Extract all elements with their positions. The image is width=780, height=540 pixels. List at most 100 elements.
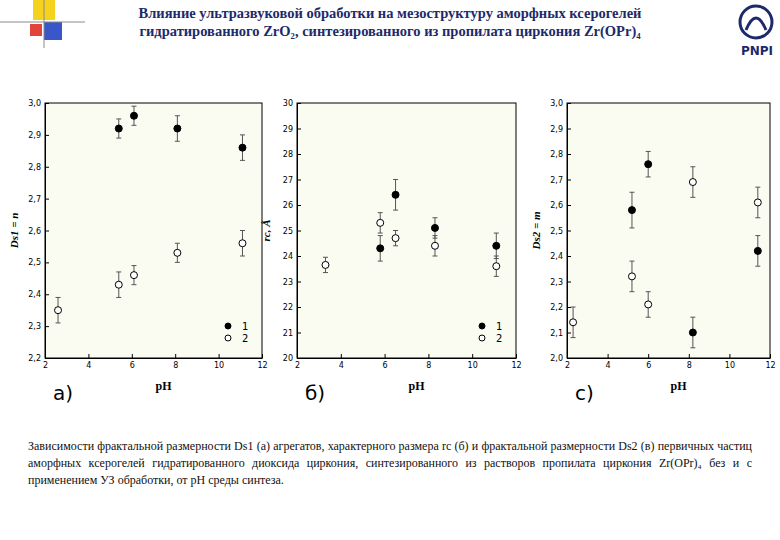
caption: Зависимости фрактальной размерности Ds1 … bbox=[28, 438, 752, 489]
tick-label: 30 bbox=[283, 99, 293, 108]
error-bar bbox=[131, 266, 136, 285]
logo-emblem bbox=[740, 6, 772, 38]
tick: 29 bbox=[283, 125, 301, 134]
point bbox=[130, 272, 137, 279]
error-bar bbox=[240, 135, 245, 161]
legend-marker bbox=[479, 335, 485, 341]
point bbox=[392, 191, 399, 198]
tick-mark bbox=[297, 231, 301, 232]
xticks-axis: 24681012 bbox=[43, 354, 268, 370]
tick-mark bbox=[567, 154, 571, 155]
error-bar bbox=[175, 243, 180, 262]
tick-label: 25 bbox=[283, 227, 293, 236]
tick: 8 bbox=[426, 354, 431, 370]
yticks-axis: 2,22,32,42,52,62,72,82,93,0 bbox=[28, 99, 49, 363]
tick-label: 28 bbox=[283, 150, 293, 159]
tick-label: 4 bbox=[339, 361, 344, 370]
plot-frame bbox=[567, 103, 770, 358]
tick-mark bbox=[648, 354, 649, 358]
tick-label: 2,1 bbox=[550, 329, 563, 338]
tick: 2,1 bbox=[550, 329, 571, 338]
tick-mark bbox=[567, 103, 571, 104]
tick: 3,0 bbox=[550, 99, 571, 108]
tick-label: 2,3 bbox=[28, 322, 41, 331]
tick-mark bbox=[567, 256, 571, 257]
decoration bbox=[0, 0, 85, 48]
error-bar bbox=[646, 151, 651, 177]
tick-label: 6 bbox=[383, 361, 388, 370]
tick: 2,2 bbox=[550, 303, 571, 312]
point bbox=[431, 242, 438, 249]
error-bar bbox=[175, 116, 180, 142]
tick-label: 26 bbox=[283, 201, 293, 210]
tick-label: 10 bbox=[725, 361, 735, 370]
tick: 2,7 bbox=[28, 195, 49, 204]
legend-marker bbox=[225, 335, 231, 341]
point bbox=[628, 207, 635, 214]
point bbox=[239, 240, 246, 247]
tick: 2,5 bbox=[550, 227, 571, 236]
title: Влияние ультразвуковой обработки на мезо… bbox=[80, 4, 700, 40]
deco-line bbox=[0, 22, 85, 23]
point bbox=[115, 125, 122, 132]
tick-label: 3,0 bbox=[550, 99, 563, 108]
point bbox=[431, 224, 438, 231]
tick: 26 bbox=[283, 201, 301, 210]
deco-square bbox=[30, 24, 42, 36]
tick-label: 4 bbox=[606, 361, 611, 370]
legend-marker bbox=[479, 323, 485, 329]
tick: 2,6 bbox=[28, 227, 49, 236]
point bbox=[645, 301, 652, 308]
error-bar bbox=[690, 167, 695, 198]
point bbox=[130, 112, 137, 119]
tick: 2,8 bbox=[28, 163, 49, 172]
point bbox=[689, 179, 696, 186]
tick-mark bbox=[262, 354, 263, 358]
tick-label: 12 bbox=[511, 361, 521, 370]
tick-mark bbox=[297, 307, 301, 308]
error-bar bbox=[629, 261, 634, 292]
tick-mark bbox=[45, 231, 49, 232]
point bbox=[689, 329, 696, 336]
tick: 2 bbox=[295, 354, 300, 370]
error-bar bbox=[56, 297, 61, 323]
xticks-axis: 24681012 bbox=[565, 354, 776, 370]
error-bar bbox=[240, 231, 245, 257]
tick-label: 23 bbox=[283, 278, 293, 287]
tick-mark bbox=[45, 103, 49, 104]
point bbox=[239, 144, 246, 151]
tick: 2,9 bbox=[28, 131, 49, 140]
point bbox=[174, 125, 181, 132]
tick-mark bbox=[45, 135, 49, 136]
error-bar bbox=[629, 192, 634, 228]
tick-label: 22 bbox=[283, 303, 293, 312]
tick-mark bbox=[297, 256, 301, 257]
tick-label: 2,7 bbox=[28, 195, 41, 204]
tick-label: 12 bbox=[765, 361, 775, 370]
tick-mark bbox=[472, 354, 473, 358]
tick-label: 4 bbox=[86, 361, 91, 370]
tick-label: 2,9 bbox=[550, 125, 563, 134]
point bbox=[570, 319, 577, 326]
tick-label: 2,0 bbox=[550, 354, 563, 363]
x-axis-title: pH bbox=[670, 379, 687, 393]
point bbox=[322, 261, 329, 268]
tick: 30 bbox=[283, 99, 301, 108]
tick-mark bbox=[297, 282, 301, 283]
point bbox=[392, 235, 399, 242]
tick-mark bbox=[219, 354, 220, 358]
tick-label: 20 bbox=[283, 354, 293, 363]
tick-mark bbox=[608, 354, 609, 358]
tick: 12 bbox=[511, 354, 521, 370]
tick: 2,9 bbox=[550, 125, 571, 134]
error-bar bbox=[755, 236, 760, 267]
deco-square bbox=[44, 22, 62, 40]
error-bar bbox=[393, 231, 398, 246]
tick-label: 29 bbox=[283, 125, 293, 134]
yticks-axis: 2,02,12,22,32,42,52,62,72,82,93,0 bbox=[550, 99, 571, 363]
tick-mark bbox=[567, 282, 571, 283]
legend-marker bbox=[225, 323, 231, 329]
tick-label: 2,2 bbox=[550, 303, 563, 312]
tick-label: 6 bbox=[130, 361, 135, 370]
tick: 8 bbox=[687, 354, 692, 370]
